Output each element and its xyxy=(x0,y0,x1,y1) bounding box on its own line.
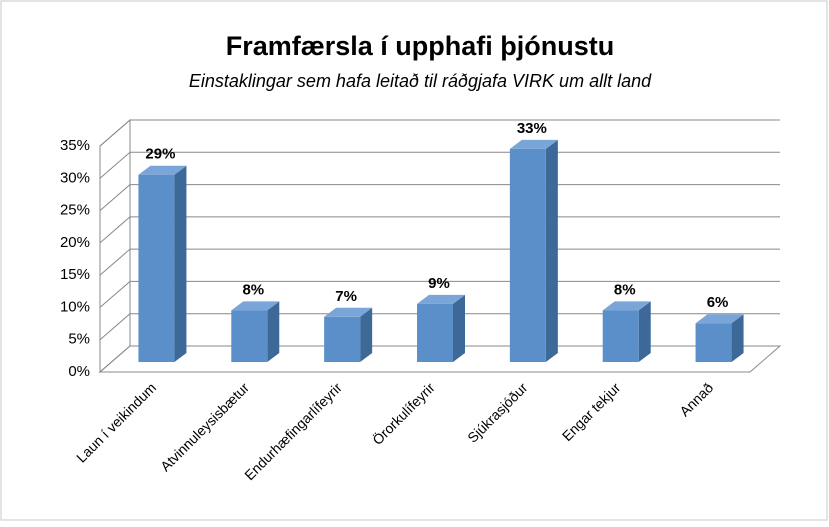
grid-line xyxy=(99,345,131,373)
bar-side xyxy=(453,294,465,362)
bar xyxy=(417,303,453,362)
value-label: 7% xyxy=(335,288,357,305)
bar-side xyxy=(360,307,373,362)
bar-side xyxy=(545,139,558,362)
grid-line xyxy=(99,281,131,308)
bar xyxy=(602,310,639,362)
grid-line xyxy=(99,119,131,147)
grid-line xyxy=(99,216,131,244)
y-tick-label: 30% xyxy=(60,169,90,186)
bar-top xyxy=(231,301,280,311)
grid-line xyxy=(99,151,131,179)
bar xyxy=(138,174,175,362)
bar xyxy=(509,148,546,362)
chart-subtitle: Einstaklingar sem hafa leitað til ráðgja… xyxy=(189,71,652,91)
grid-line xyxy=(99,313,131,341)
value-label: 8% xyxy=(242,281,264,298)
bar-top xyxy=(509,139,558,149)
y-tick-label: 35% xyxy=(60,137,90,154)
y-tick-label: 25% xyxy=(60,202,90,219)
bar-top xyxy=(138,165,187,175)
bar-side xyxy=(267,301,280,362)
grid-line xyxy=(99,184,131,211)
back-wall xyxy=(99,118,131,374)
bar-top xyxy=(602,301,651,311)
value-label: 9% xyxy=(428,275,450,292)
bar-side xyxy=(174,165,187,362)
bar xyxy=(231,310,268,362)
y-tick-label: 15% xyxy=(60,266,90,283)
value-label: 6% xyxy=(707,294,729,311)
bar xyxy=(695,323,732,362)
bar-top xyxy=(695,314,744,324)
bar-side xyxy=(638,301,651,362)
y-tick-label: 20% xyxy=(60,234,90,251)
y-tick-label: 5% xyxy=(68,331,90,348)
grid-line xyxy=(99,248,131,276)
y-tick-label: 10% xyxy=(60,298,90,315)
bar xyxy=(324,316,361,362)
bar-top xyxy=(417,294,465,304)
bar-top xyxy=(324,307,373,317)
bar-side xyxy=(731,314,744,362)
value-label: 8% xyxy=(614,281,636,298)
value-label: 29% xyxy=(145,146,175,163)
chart-title: Framfærsla í upphafi þjónustu xyxy=(226,31,615,61)
value-label: 33% xyxy=(517,120,547,137)
y-tick-label: 0% xyxy=(68,363,90,380)
